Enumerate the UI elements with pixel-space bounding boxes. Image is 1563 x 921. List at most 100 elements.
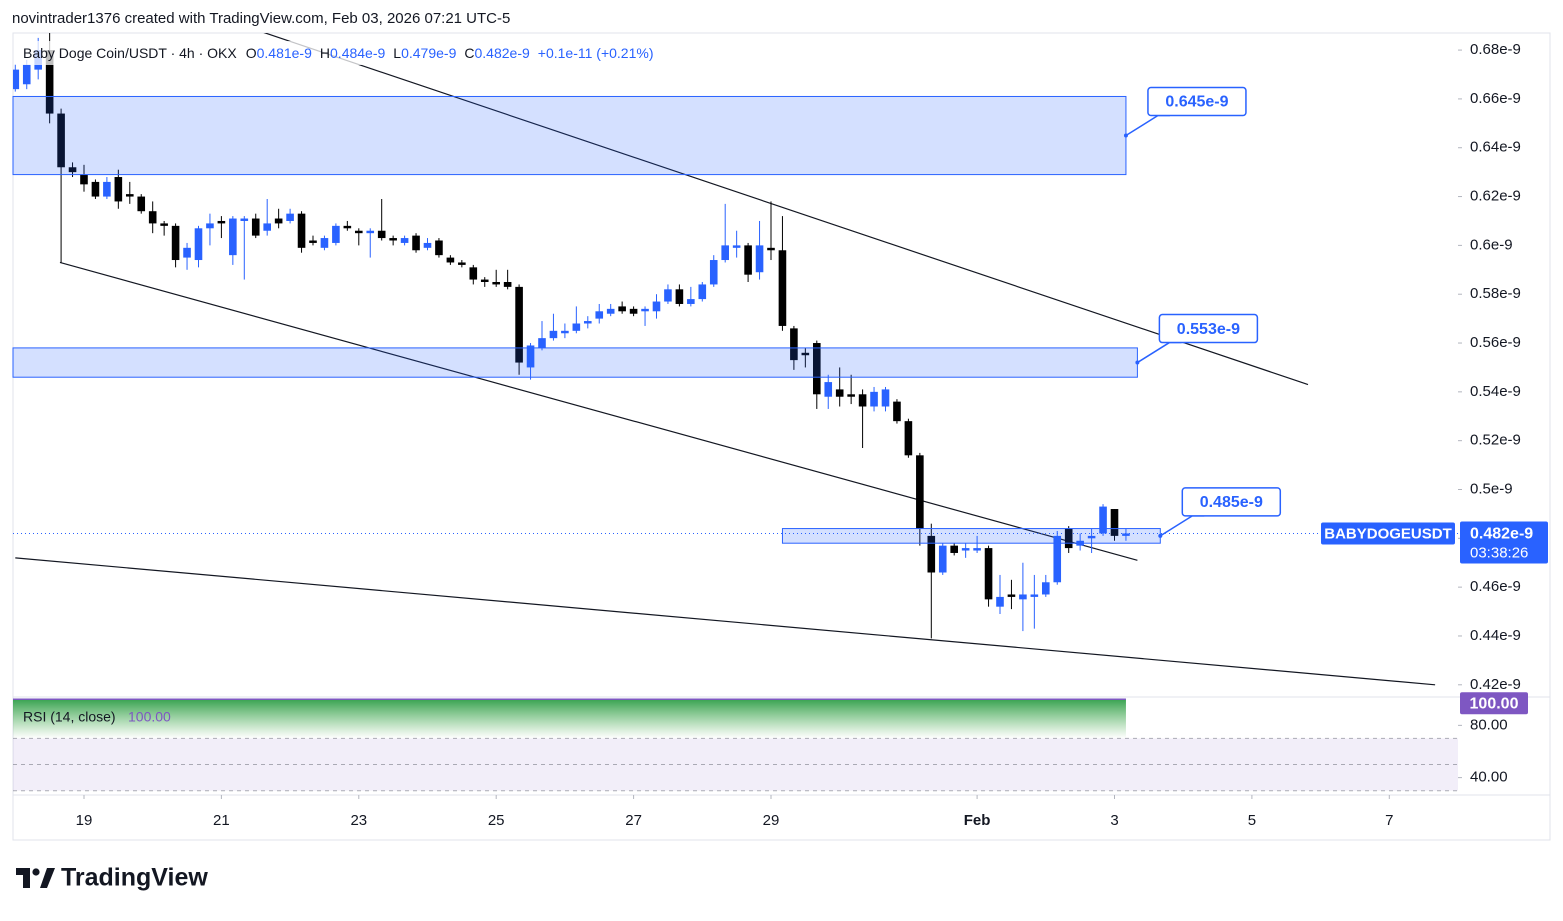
candle-body <box>229 218 237 256</box>
ohlc-key: H <box>320 45 330 61</box>
trendline <box>59 261 1138 561</box>
candle-body <box>801 352 810 356</box>
ticker: BABYDOGEUSDT <box>1324 525 1452 542</box>
candle-body <box>366 230 375 234</box>
candle-body <box>709 260 718 285</box>
candle-body <box>526 345 535 368</box>
candle-body <box>13 69 20 90</box>
candle-body <box>263 223 271 231</box>
x-tick-label: Feb <box>964 812 991 829</box>
candle-body <box>790 328 798 361</box>
trendline <box>263 33 1309 386</box>
rsi-value: 100.00 <box>128 709 171 725</box>
callout-box <box>1147 86 1247 117</box>
x-tick-label: 3 <box>1110 812 1118 829</box>
candle-body <box>1007 594 1016 597</box>
candle-body <box>503 282 512 287</box>
candle-body <box>767 247 775 251</box>
candle-body <box>927 535 936 573</box>
candle-body <box>400 238 409 243</box>
candle-body <box>561 330 569 334</box>
candle-body <box>858 394 867 407</box>
candle-body <box>1041 582 1050 595</box>
candle-body <box>996 596 1004 607</box>
zone-label: 0.485e-9 <box>1200 494 1263 511</box>
y-tick-label: 0.68e-9 <box>1470 41 1521 58</box>
candle-body <box>870 391 878 407</box>
candle-body <box>641 308 649 312</box>
candle-body <box>274 218 283 224</box>
rsi-title: RSI (14, close) <box>23 709 116 725</box>
candle-body <box>492 282 500 285</box>
rsi-tick-label: 40.00 <box>1470 769 1508 786</box>
x-tick-label: 23 <box>350 812 367 829</box>
candle-body <box>240 218 249 221</box>
candle-body <box>217 220 226 224</box>
x-tick-label: 27 <box>625 812 642 829</box>
candle-body <box>458 262 466 265</box>
candle-body <box>183 247 191 258</box>
candle-body <box>721 245 729 261</box>
candle-body <box>881 389 890 407</box>
y-tick-label: 0.6e-9 <box>1470 236 1513 253</box>
tradingview-logo: TradingView <box>16 864 208 892</box>
byline: novintrader1376 created with TradingView… <box>12 10 510 27</box>
candle-body <box>664 289 672 302</box>
symbol: Baby Doge Coin/USDT · 4h · OKX <box>23 45 237 61</box>
x-tick-label: 7 <box>1385 812 1393 829</box>
candle-body <box>847 394 855 397</box>
candle-body <box>515 286 523 363</box>
price-badge <box>1460 521 1548 564</box>
rsi-area <box>13 699 1126 739</box>
candle-body <box>91 181 100 197</box>
candle-body <box>435 240 443 256</box>
trendline <box>15 557 1436 686</box>
callout-pointer <box>1137 341 1182 364</box>
ohlc-key: C <box>464 45 474 61</box>
candle-body <box>206 223 214 229</box>
candle-body <box>389 238 397 241</box>
y-tick-label: 0.58e-9 <box>1470 285 1521 302</box>
candle-body <box>148 211 157 224</box>
ticker-badge <box>1321 522 1455 545</box>
candle-body <box>606 308 615 314</box>
y-tick-label: 0.54e-9 <box>1470 383 1521 400</box>
candle-body <box>297 213 306 248</box>
candle-body <box>698 284 707 300</box>
callout-pointer <box>1159 515 1205 537</box>
callout-box <box>1181 487 1282 517</box>
candle-body <box>286 213 294 221</box>
candle-body <box>893 401 901 422</box>
rsi-badge <box>1460 692 1528 715</box>
candle-body <box>480 279 489 282</box>
candle-body <box>103 181 111 197</box>
logo-mark <box>40 868 55 888</box>
candle-body <box>984 548 993 600</box>
brand: TradingView <box>61 864 208 892</box>
candle-body <box>1087 535 1096 539</box>
candle-body <box>652 301 661 312</box>
ohlc-key: L <box>393 45 401 61</box>
candle-body <box>309 240 317 243</box>
last-price-label: 0.482e-9 <box>1470 526 1533 543</box>
candle-body <box>961 548 970 551</box>
candle-body <box>1110 509 1119 536</box>
candle-body <box>45 50 54 114</box>
candle-body <box>1019 594 1027 600</box>
x-tick-label: 19 <box>76 812 93 829</box>
candle-body <box>469 267 478 280</box>
rsi-tick-label: 80.00 <box>1470 716 1508 733</box>
x-tick-label: 5 <box>1248 812 1256 829</box>
candle-body <box>160 223 168 226</box>
y-tick-label: 0.46e-9 <box>1470 578 1521 595</box>
callout-anchor <box>1123 133 1128 138</box>
legend-backdrop <box>18 41 678 65</box>
chart-frame <box>12 32 1551 841</box>
candle-body <box>595 311 604 319</box>
candle-body <box>778 250 787 326</box>
y-tick-label: 0.42e-9 <box>1470 676 1521 693</box>
candle-body <box>583 321 592 324</box>
x-tick-label: 29 <box>763 812 780 829</box>
ohlc-value: 0.482e-9 <box>475 45 530 61</box>
candle-body <box>1122 533 1130 536</box>
